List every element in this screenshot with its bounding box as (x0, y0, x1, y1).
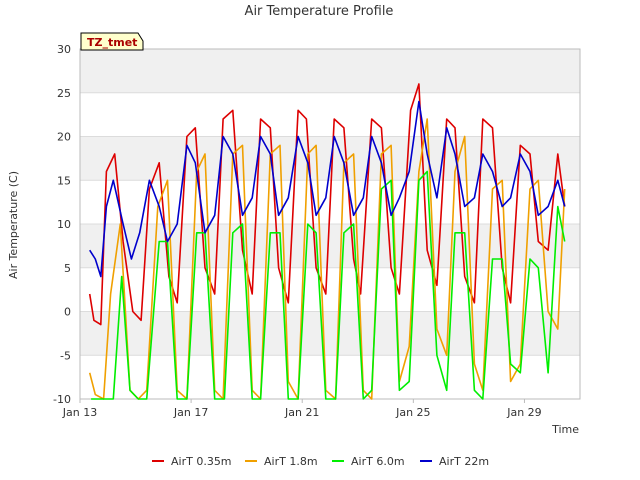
x-tick-label: Jan 25 (395, 406, 430, 419)
y-axis-label: Air Temperature (C) (7, 171, 20, 279)
badge-background (80, 32, 144, 51)
y-tick-label: -5 (60, 349, 71, 362)
x-axis-ticks: Jan 13 Jan 17 Jan 21 Jan 25 Jan 29 (62, 399, 542, 419)
y-tick-label: 30 (57, 43, 71, 56)
y-tick-label: 20 (57, 131, 71, 144)
badge-label: TZ_tmet (87, 36, 137, 49)
legend: AirT 0.35m AirT 1.8m AirT 6.0m AirT 22m (152, 455, 489, 468)
y-axis-ticks: -10 -5 0 5 10 15 20 25 30 (53, 43, 71, 406)
background-bands (80, 49, 580, 356)
series-lines (88, 83, 566, 400)
y-tick-label: 0 (64, 306, 71, 319)
band (80, 49, 580, 93)
x-tick-label: Jan 17 (173, 406, 208, 419)
y-tick-label: 15 (57, 174, 71, 187)
x-tick-label: Jan 21 (284, 406, 319, 419)
legend-label: AirT 1.8m (264, 455, 318, 468)
y-tick-label: 5 (64, 262, 71, 275)
legend-label: AirT 0.35m (171, 455, 232, 468)
x-axis-label: Time (551, 423, 579, 436)
band (80, 224, 580, 268)
y-tick-label: 25 (57, 87, 71, 100)
series-line-airt-6-0m (91, 170, 566, 400)
x-tick-label: Jan 13 (62, 406, 97, 419)
series-line-airt-0-35m (88, 83, 566, 326)
series-line-airt-22m (89, 100, 566, 278)
x-tick-label: Jan 29 (506, 406, 541, 419)
band (80, 311, 580, 356)
site-badge: TZ_tmet (80, 32, 144, 51)
legend-label: AirT 6.0m (351, 455, 405, 468)
chart-title: Air Temperature Profile (245, 4, 394, 19)
legend-label: AirT 22m (439, 455, 489, 468)
y-tick-label: -10 (53, 393, 71, 406)
y-tick-label: 10 (57, 218, 71, 231)
